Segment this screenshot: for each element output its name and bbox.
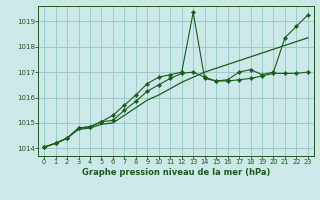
X-axis label: Graphe pression niveau de la mer (hPa): Graphe pression niveau de la mer (hPa) xyxy=(82,168,270,177)
